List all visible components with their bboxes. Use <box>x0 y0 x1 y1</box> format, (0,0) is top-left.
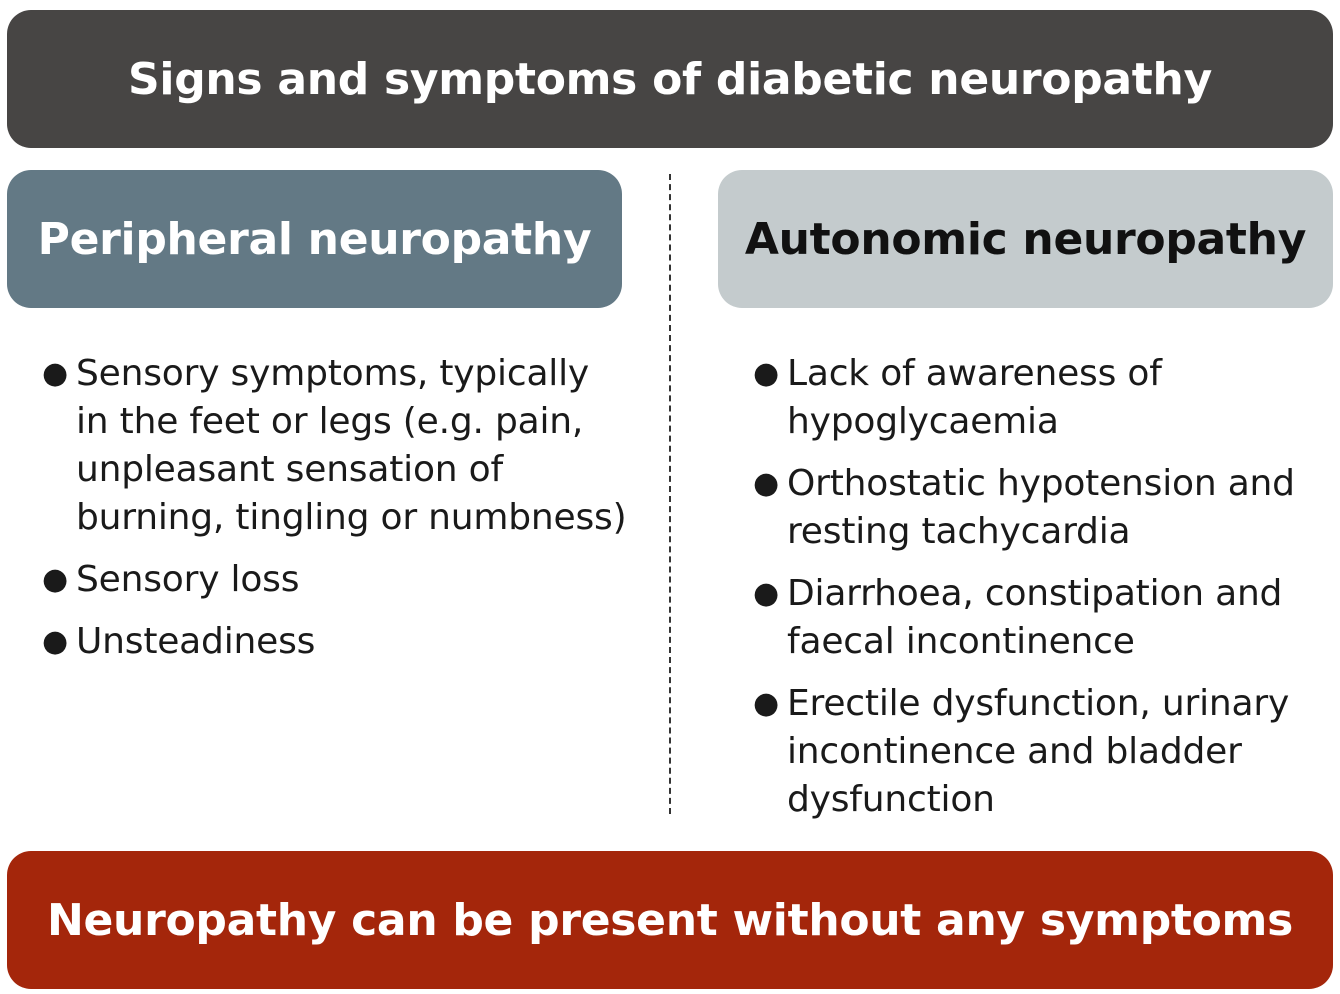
column-divider <box>669 174 671 814</box>
list-item-text: Lack of awareness of hypoglycaemia <box>787 353 1162 442</box>
list-item: ● Orthostatic hypotension and resting ta… <box>753 460 1323 556</box>
list-item: ● Erectile dysfunction, urinary incontin… <box>753 680 1323 824</box>
footer-message: Neuropathy can be present without any sy… <box>46 894 1293 946</box>
list-item-text: Orthostatic hypotension and resting tach… <box>787 463 1295 552</box>
bullet-icon: ● <box>753 466 779 501</box>
list-item: ● Sensory loss <box>42 556 632 604</box>
peripheral-list: ● Sensory symptoms, typically in the fee… <box>42 350 632 680</box>
bullet-icon: ● <box>42 356 68 391</box>
list-item-text: Erectile dysfunction, urinary incontinen… <box>787 683 1290 820</box>
list-item-text: Sensory symptoms, typically in the feet … <box>76 353 627 538</box>
main-title-banner: Signs and symptoms of diabetic neuropath… <box>7 10 1333 148</box>
list-item-text: Diarrhoea, constipation and faecal incon… <box>787 573 1283 662</box>
bullet-icon: ● <box>42 624 68 659</box>
bullet-icon: ● <box>753 576 779 611</box>
list-item-text: Sensory loss <box>76 559 300 600</box>
bullet-icon: ● <box>753 686 779 721</box>
peripheral-header: Peripheral neuropathy <box>7 170 622 308</box>
list-item: ● Sensory symptoms, typically in the fee… <box>42 350 632 542</box>
list-item: ● Lack of awareness of hypoglycaemia <box>753 350 1323 446</box>
list-item: ● Unsteadiness <box>42 618 632 666</box>
main-title: Signs and symptoms of diabetic neuropath… <box>128 53 1212 105</box>
peripheral-title: Peripheral neuropathy <box>37 213 592 265</box>
footer-banner: Neuropathy can be present without any sy… <box>7 851 1333 989</box>
autonomic-list: ● Lack of awareness of hypoglycaemia ● O… <box>753 350 1323 838</box>
bullet-icon: ● <box>42 562 68 597</box>
list-item-text: Unsteadiness <box>76 621 316 662</box>
bullet-icon: ● <box>753 356 779 391</box>
autonomic-title: Autonomic neuropathy <box>744 213 1307 265</box>
autonomic-header: Autonomic neuropathy <box>718 170 1333 308</box>
list-item: ● Diarrhoea, constipation and faecal inc… <box>753 570 1323 666</box>
